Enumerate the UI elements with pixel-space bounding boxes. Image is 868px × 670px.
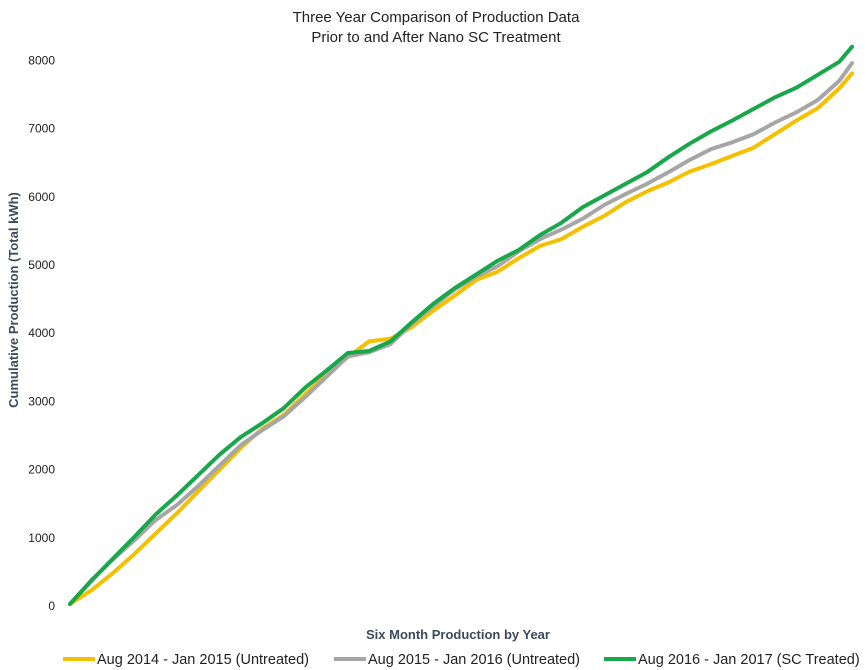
y-tick-label: 6000 xyxy=(28,190,55,204)
y-tick-label: 1000 xyxy=(28,531,55,545)
chart-subtitle: Prior to and After Nano SC Treatment xyxy=(311,29,561,46)
y-axis-label: Cumulative Production (Total kWh) xyxy=(6,192,21,408)
y-tick-label: 4000 xyxy=(28,326,55,340)
series-line-2 xyxy=(68,61,854,606)
y-tick-label: 0 xyxy=(48,599,55,613)
series-lines xyxy=(68,44,854,606)
legend-label-series-2: Aug 2015 - Jan 2016 (Untreated) xyxy=(368,652,580,668)
legend-item-series-3: Aug 2016 - Jan 2017 (SC Treated) xyxy=(604,652,860,668)
legend-label-series-3: Aug 2016 - Jan 2017 (SC Treated) xyxy=(638,652,860,668)
legend: Aug 2014 - Jan 2015 (Untreated) Aug 2015… xyxy=(63,652,860,668)
chart-title: Three Year Comparison of Production Data xyxy=(293,9,580,26)
series-line-3 xyxy=(68,44,854,606)
legend-label-series-1: Aug 2014 - Jan 2015 (Untreated) xyxy=(97,652,309,668)
x-axis-label: Six Month Production by Year xyxy=(366,627,550,642)
series-line-1 xyxy=(68,71,854,606)
legend-item-series-1: Aug 2014 - Jan 2015 (Untreated) xyxy=(63,652,309,668)
y-tick-label: 7000 xyxy=(28,122,55,136)
y-tick-label: 2000 xyxy=(28,463,55,477)
y-axis-ticks: 0 1000 2000 3000 4000 5000 6000 7000 8000 xyxy=(28,53,55,613)
legend-item-series-2: Aug 2015 - Jan 2016 (Untreated) xyxy=(334,652,580,668)
y-tick-label: 8000 xyxy=(28,53,55,67)
y-tick-label: 3000 xyxy=(28,394,55,408)
y-tick-label: 5000 xyxy=(28,258,55,272)
